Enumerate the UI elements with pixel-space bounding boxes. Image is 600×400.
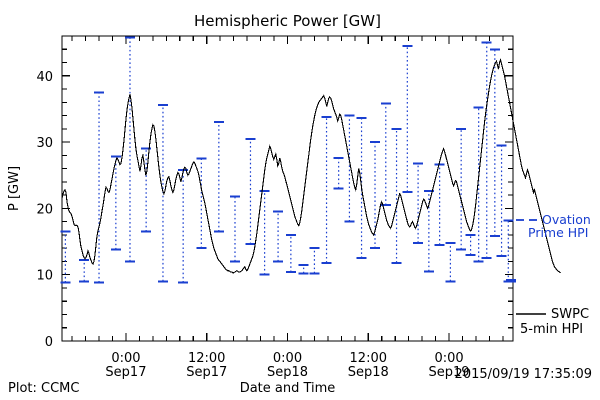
- series-swpc-5min-hpi: [61, 58, 561, 274]
- y-axis-label: P [GW]: [7, 166, 22, 211]
- x-tick-date-label: Sep17: [105, 365, 146, 380]
- x-tick-date-label: Sep18: [348, 365, 389, 380]
- y-tick-label: 30: [36, 136, 53, 151]
- x-tick-time-label: 0:00: [273, 351, 302, 366]
- y-tick-label: 0: [45, 335, 53, 350]
- chart-title: Hemispheric Power [GW]: [194, 12, 381, 30]
- x-axis-label: Date and Time: [240, 381, 336, 396]
- x-tick-date-label: Sep19: [429, 365, 470, 380]
- x-tick-time-label: 0:00: [111, 351, 140, 366]
- legend-ovation-label-line2: Prime HPI: [528, 225, 588, 240]
- x-tick-time-label: 12:00: [188, 351, 225, 366]
- x-tick-date-label: Sep18: [267, 365, 308, 380]
- x-tick-time-label: 0:00: [434, 351, 463, 366]
- plot-timestamp: 2015/09/19 17:35:09: [455, 367, 592, 382]
- x-tick-time-label: 12:00: [350, 351, 387, 366]
- y-tick-label: 20: [36, 202, 53, 217]
- x-tick-date-label: Sep17: [186, 365, 227, 380]
- y-tick-label: 40: [36, 70, 53, 85]
- legend-swpc-label-line2: 5-min HPI: [520, 322, 583, 337]
- plot-credit: Plot: CCMC: [8, 381, 79, 396]
- series-ovation-prime-hpi: [60, 36, 516, 284]
- y-tick-label: 10: [36, 269, 53, 284]
- legend-ovation-label-line1: Ovation: [542, 212, 591, 227]
- legend-swpc-label-line1: SWPC: [551, 307, 589, 322]
